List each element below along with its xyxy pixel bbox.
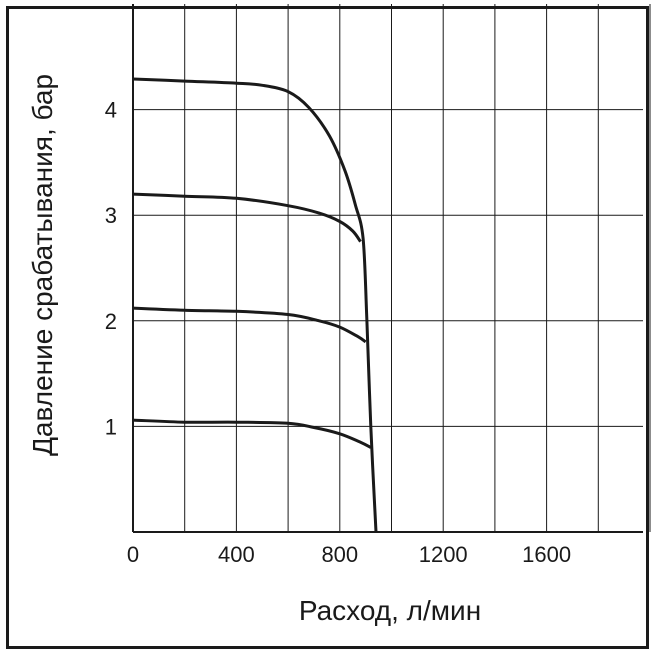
x-tick-labels: 0 400 800 1200 1600 [127, 542, 571, 567]
grid [132, 4, 651, 533]
y-tick-labels: 1 2 3 4 [105, 98, 117, 440]
chart-frame [6, 6, 649, 649]
x-tick-label: 400 [218, 542, 255, 567]
curve-1 [132, 77, 378, 533]
curves [132, 77, 378, 533]
y-tick-label: 2 [105, 309, 117, 334]
y-tick-label: 4 [105, 98, 117, 123]
curve-3 [132, 306, 367, 344]
y-tick-label: 3 [105, 203, 117, 228]
curve-4 [132, 418, 372, 449]
x-axis-label: Расход, л/мин [299, 595, 481, 626]
curve-2 [132, 192, 362, 243]
y-tick-label: 1 [105, 414, 117, 439]
x-tick-label: 800 [321, 542, 358, 567]
x-tick-label: 0 [127, 542, 139, 567]
x-tick-label: 1200 [419, 542, 468, 567]
x-tick-label: 1600 [522, 542, 571, 567]
y-axis-label: Давление срабатывания, бар [27, 74, 58, 456]
